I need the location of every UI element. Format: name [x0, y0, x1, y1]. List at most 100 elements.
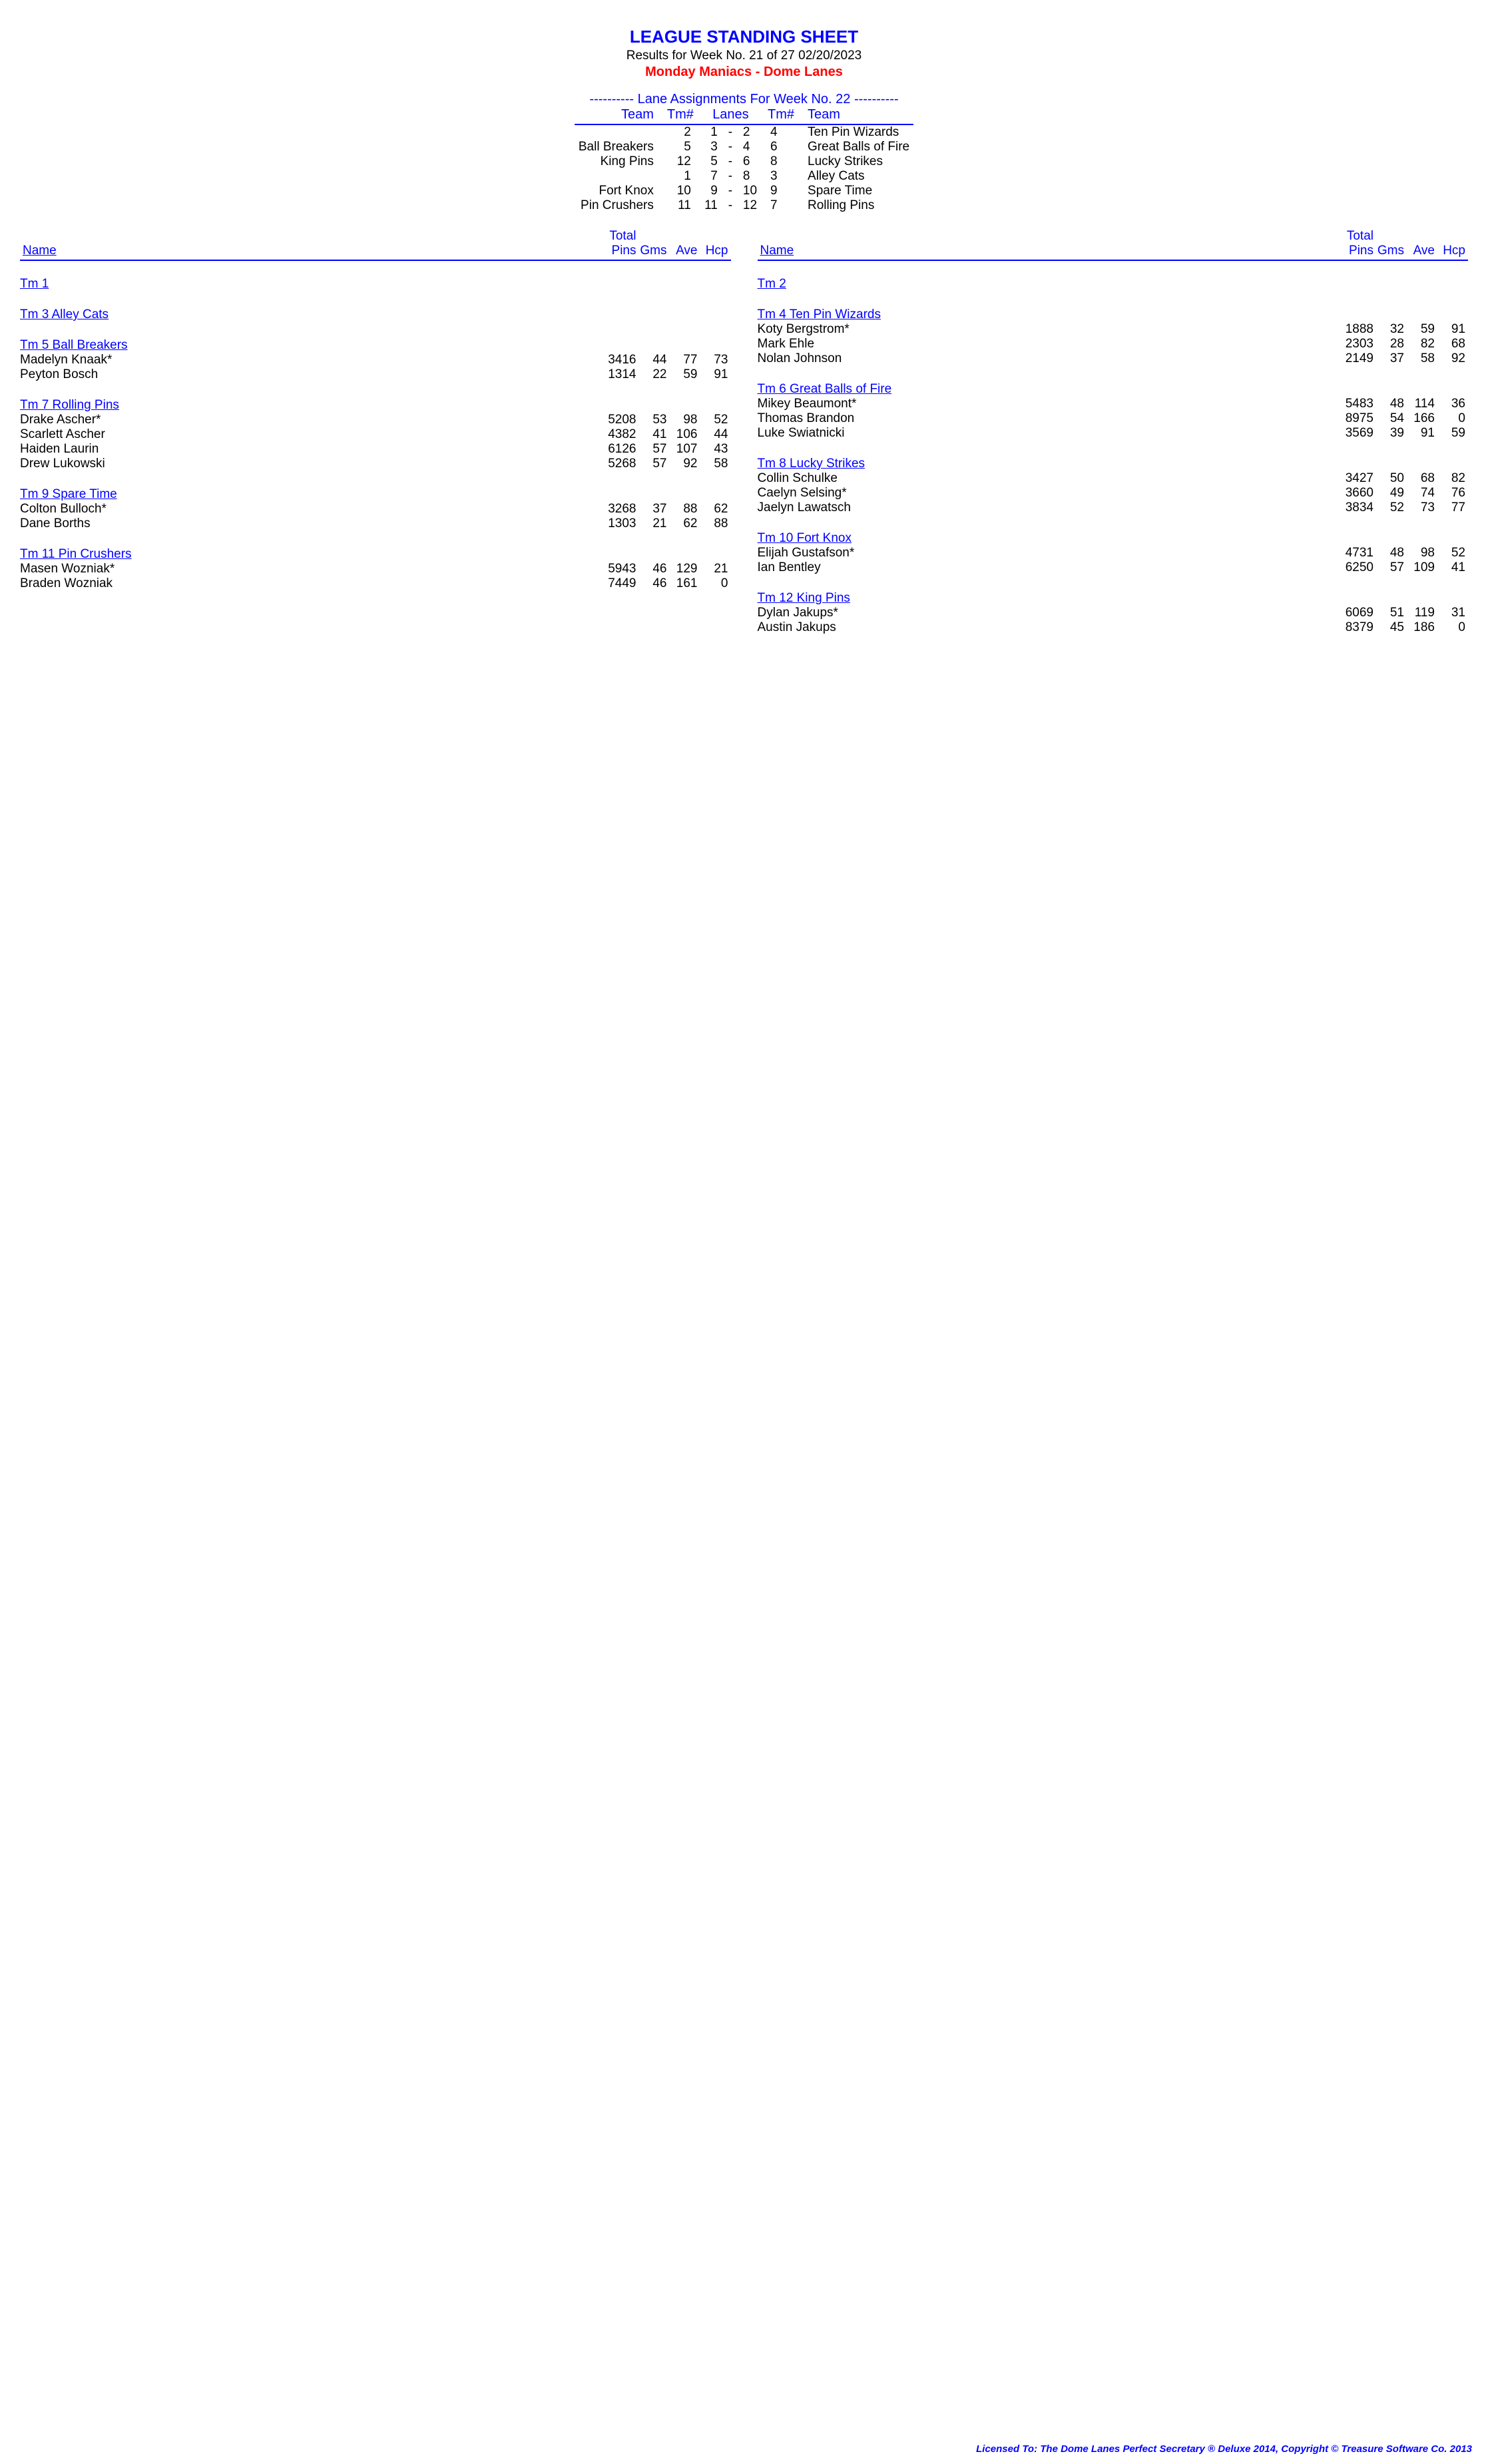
- lane-team-left: [575, 124, 660, 140]
- player-name: Thomas Brandon: [758, 411, 1334, 426]
- player-hcp: 43: [698, 442, 731, 457]
- player-ave: 92: [667, 457, 698, 471]
- lane-tm-left: 12: [660, 154, 700, 169]
- player-row: Austin Jakups8379451860: [758, 620, 1469, 635]
- lane-dash: -: [722, 124, 739, 140]
- player-ave: 186: [1404, 620, 1435, 635]
- player-gms: 28: [1373, 337, 1404, 351]
- player-pins: 3268: [597, 502, 636, 516]
- player-pins: 2149: [1334, 351, 1373, 366]
- team-block: Tm 11 Pin CrushersMasen Wozniak*59434612…: [20, 547, 731, 591]
- lane-team-right: Great Balls of Fire: [801, 140, 913, 154]
- player-pins: 1303: [597, 516, 636, 531]
- hdr-gms-r: Gms: [1373, 244, 1404, 258]
- player-hcp: 68: [1435, 337, 1468, 351]
- stats-column-left: Name Total Pins Gms Ave Hcp Tm 1Tm 3 All…: [20, 229, 731, 635]
- player-ave: 114: [1404, 397, 1435, 411]
- team-block: Tm 8 Lucky StrikesCollin Schulke34275068…: [758, 457, 1469, 515]
- player-row: Colton Bulloch*3268378862: [20, 502, 731, 516]
- lane-row: 21-24Ten Pin Wizards: [575, 124, 913, 140]
- player-row: Jaelyn Lawatsch3834527377: [758, 501, 1469, 515]
- team-name: Tm 6 Great Balls of Fire: [758, 382, 1469, 397]
- player-ave: 59: [1404, 322, 1435, 337]
- player-gms: 54: [1373, 411, 1404, 426]
- stats-header-right: Name Total Pins Gms Ave Hcp: [758, 229, 1469, 261]
- lane-team-left: Fort Knox: [575, 184, 660, 198]
- player-name: Haiden Laurin: [20, 442, 597, 457]
- player-gms: 48: [1373, 546, 1404, 560]
- player-row: Caelyn Selsing*3660497476: [758, 486, 1469, 501]
- player-row: Dane Borths1303216288: [20, 516, 731, 531]
- player-row: Collin Schulke3427506882: [758, 471, 1469, 486]
- player-hcp: 44: [698, 427, 731, 442]
- lane-b: 12: [739, 198, 761, 213]
- player-hcp: 73: [698, 353, 731, 367]
- player-hcp: 58: [698, 457, 731, 471]
- player-hcp: 31: [1435, 606, 1468, 620]
- player-row: Scarlett Ascher43824110644: [20, 427, 731, 442]
- lane-tm-left: 2: [660, 124, 700, 140]
- lane-row: 17-83Alley Cats: [575, 169, 913, 184]
- player-hcp: 0: [1435, 620, 1468, 635]
- player-name: Mark Ehle: [758, 337, 1334, 351]
- footer-text: Licensed To: The Dome Lanes Perfect Secr…: [976, 2443, 1472, 2455]
- player-gms: 51: [1373, 606, 1404, 620]
- player-hcp: 52: [1435, 546, 1468, 560]
- player-gms: 57: [636, 457, 667, 471]
- lane-dash: -: [722, 140, 739, 154]
- player-gms: 22: [636, 367, 667, 382]
- lane-dash: -: [722, 184, 739, 198]
- lane-a: 1: [700, 124, 722, 140]
- player-name: Dylan Jakups*: [758, 606, 1334, 620]
- player-name: Drew Lukowski: [20, 457, 597, 471]
- lane-dash: -: [722, 198, 739, 213]
- team-block: Tm 10 Fort KnoxElijah Gustafson*47314898…: [758, 531, 1469, 575]
- lane-b: 4: [739, 140, 761, 154]
- team-block: Tm 5 Ball BreakersMadelyn Knaak*34164477…: [20, 338, 731, 382]
- lane-team-left: King Pins: [575, 154, 660, 169]
- player-hcp: 59: [1435, 426, 1468, 441]
- player-name: Nolan Johnson: [758, 351, 1334, 366]
- player-pins: 3834: [1334, 501, 1373, 515]
- player-gms: 32: [1373, 322, 1404, 337]
- player-pins: 5943: [597, 562, 636, 576]
- col-team-left: Team: [575, 107, 660, 124]
- hdr-ave: Ave: [667, 244, 698, 258]
- player-ave: 106: [667, 427, 698, 442]
- team-name: Tm 3 Alley Cats: [20, 308, 731, 322]
- player-pins: 2303: [1334, 337, 1373, 351]
- lane-row: Pin Crushers1111-127Rolling Pins: [575, 198, 913, 213]
- player-ave: 109: [1404, 560, 1435, 575]
- player-name: Scarlett Ascher: [20, 427, 597, 442]
- player-gms: 57: [1373, 560, 1404, 575]
- lane-team-left: Ball Breakers: [575, 140, 660, 154]
- player-hcp: 76: [1435, 486, 1468, 501]
- player-gms: 44: [636, 353, 667, 367]
- player-pins: 7449: [597, 576, 636, 591]
- player-hcp: 92: [1435, 351, 1468, 366]
- player-gms: 52: [1373, 501, 1404, 515]
- hdr-hcp: Hcp: [698, 244, 731, 258]
- lane-team-right: Lucky Strikes: [801, 154, 913, 169]
- player-gms: 53: [636, 413, 667, 427]
- player-ave: 98: [1404, 546, 1435, 560]
- lane-tm-right: 4: [761, 124, 801, 140]
- player-ave: 119: [1404, 606, 1435, 620]
- player-pins: 3569: [1334, 426, 1373, 441]
- lane-tm-right: 8: [761, 154, 801, 169]
- player-row: Braden Wozniak7449461610: [20, 576, 731, 591]
- player-name: Collin Schulke: [758, 471, 1334, 486]
- team-block: Tm 1: [20, 277, 731, 292]
- player-name: Luke Swiatnicki: [758, 426, 1334, 441]
- player-hcp: 62: [698, 502, 731, 516]
- player-pins: 1888: [1334, 322, 1373, 337]
- player-ave: 74: [1404, 486, 1435, 501]
- lane-a: 9: [700, 184, 722, 198]
- lane-tm-right: 7: [761, 198, 801, 213]
- team-name: Tm 10 Fort Knox: [758, 531, 1469, 546]
- team-block: Tm 6 Great Balls of FireMikey Beaumont*5…: [758, 382, 1469, 441]
- team-name: Tm 11 Pin Crushers: [20, 547, 731, 562]
- player-gms: 46: [636, 562, 667, 576]
- player-hcp: 91: [698, 367, 731, 382]
- lane-b: 10: [739, 184, 761, 198]
